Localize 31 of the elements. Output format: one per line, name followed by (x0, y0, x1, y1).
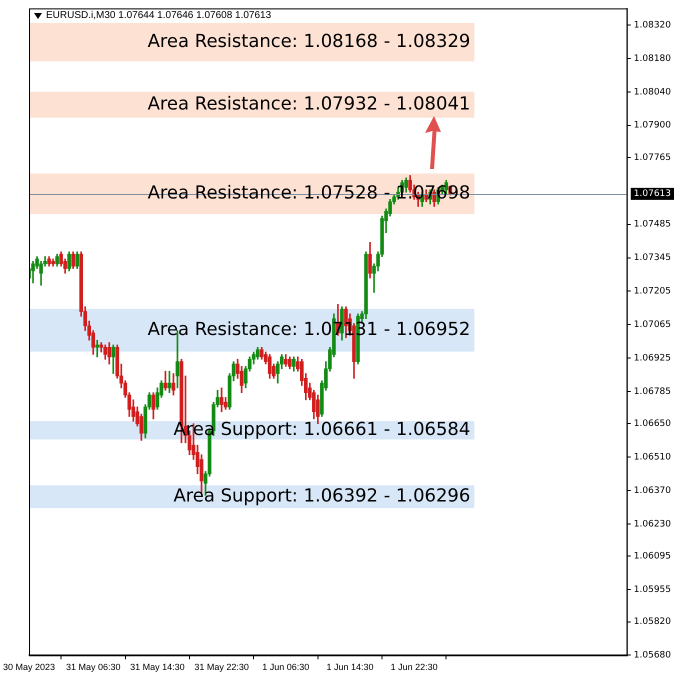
y-tick-label: 1.05820 (634, 617, 672, 628)
y-tick-label: 1.06095 (634, 551, 671, 562)
y-tick-label: 1.07345 (634, 253, 671, 264)
y-tick-label: 1.05955 (634, 584, 671, 595)
x-tick-label: 1 Jun 22:30 (390, 662, 438, 672)
x-tick-label: 1 Jun 06:30 (262, 662, 310, 672)
y-tick-label: 1.06650 (634, 419, 672, 430)
x-tick-label: 31 May 14:30 (130, 662, 185, 672)
x-tick-label: 31 May 22:30 (194, 662, 249, 672)
band-label: Area Resistance: 1.07932 - 1.08041 (148, 93, 470, 114)
band-label: Area Resistance: 1.08168 - 1.08329 (148, 30, 470, 52)
x-tick-label: 30 May 2023 (2, 662, 56, 672)
y-tick-label: 1.06510 (634, 452, 672, 462)
x-tick-label: 31 May 06:30 (66, 662, 120, 672)
y-tick-label: 1.06230 (634, 519, 672, 530)
y-tick-label: 1.07900 (634, 120, 672, 131)
y-tick-label: 1.08040 (634, 87, 672, 98)
y-tick-label: 1.06925 (634, 353, 671, 364)
y-tick-label: 1.05680 (634, 650, 672, 661)
x-tick-label: 1 Jun 14:30 (326, 662, 374, 672)
ref-line-label: 1.07613 (634, 189, 671, 200)
y-tick-label: 1.07765 (634, 152, 671, 163)
y-tick-label: 1.07205 (634, 286, 671, 297)
y-tick-label: 1.07485 (634, 220, 671, 230)
y-tick-label: 1.07065 (634, 320, 671, 330)
y-tick-label: 1.06370 (634, 486, 672, 496)
band-label: Area Support: 1.06392 - 1.06296 (173, 485, 470, 506)
y-tick-label: 1.06785 (634, 386, 671, 397)
chart-title: EURUSD.i,M30 1.07644 1.07646 1.07608 1.07613 (46, 10, 272, 22)
y-tick-label: 1.08180 (634, 54, 672, 64)
y-tick-label: 1.08320 (634, 20, 672, 30)
